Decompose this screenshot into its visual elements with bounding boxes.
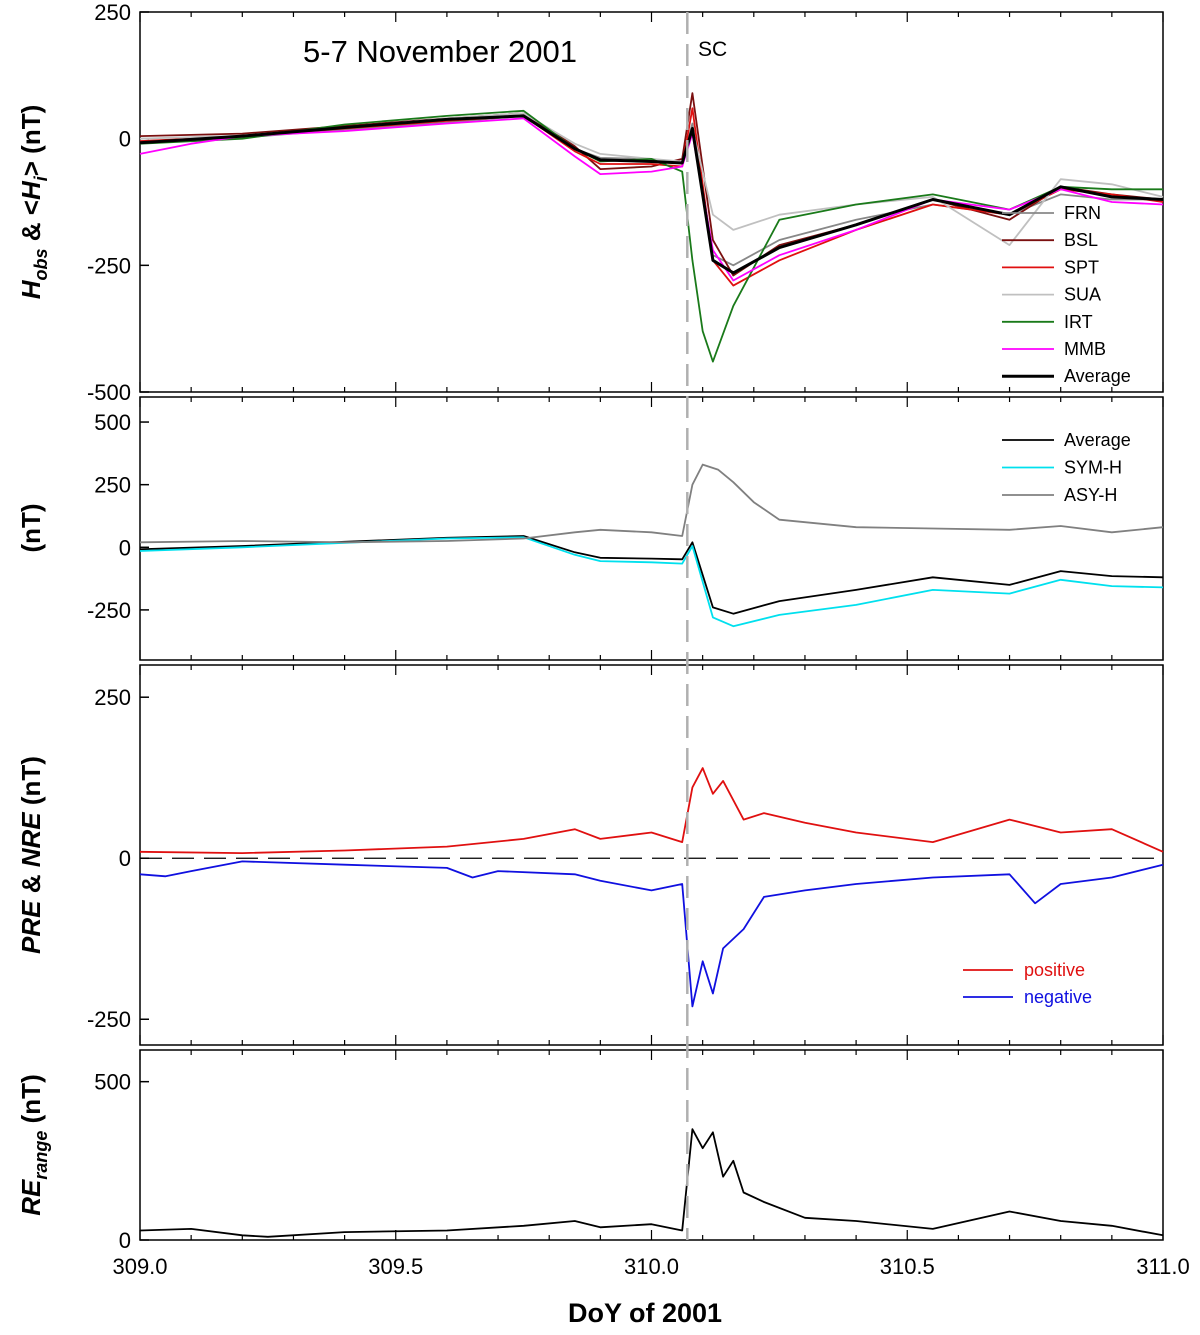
legend-label: ASY-H	[1064, 485, 1117, 505]
y-tick-label: 250	[94, 685, 131, 710]
series-line-bsl	[139, 92, 1164, 277]
y-axis-title-pre-nre: PRE & NRE (nT)	[16, 756, 46, 954]
y-tick-label: 0	[119, 1228, 131, 1253]
y-tick-label: -250	[87, 253, 131, 278]
plot-layer: 250 0 -250 -500 FRN BSL SPT SUA IRT MMB Average 500…	[16, 0, 1190, 1279]
x-axis-label: DoY of 2001	[568, 1298, 722, 1328]
series-line-average	[139, 114, 1164, 275]
legend-label: BSL	[1064, 230, 1098, 250]
x-tick-label: 310.0	[624, 1254, 679, 1279]
y-tick-label: 500	[94, 1070, 131, 1095]
y-axis-title-hobs: Hobs & <Hi> (nT)	[16, 105, 51, 300]
y-axis-title-re-range: RErange (nT)	[16, 1074, 51, 1215]
y-tick-label: 0	[119, 535, 131, 560]
x-tick-label: 310.5	[880, 1254, 935, 1279]
series-line-range	[139, 1128, 1164, 1238]
series-line-mmb	[139, 117, 1164, 282]
legend-label: Average	[1064, 366, 1131, 386]
series-line-average	[139, 535, 1164, 615]
y-tick-label: 0	[119, 846, 131, 871]
x-tick-label: 309.0	[112, 1254, 167, 1279]
y-tick-label: -250	[87, 1007, 131, 1032]
figure-title: 5-7 November 2001	[303, 34, 577, 69]
legend-label: MMB	[1064, 339, 1106, 359]
y-tick-label: 0	[119, 127, 131, 152]
x-tick-label: 309.5	[368, 1254, 423, 1279]
sc-label: SC	[698, 38, 727, 61]
y-tick-label: -500	[87, 380, 131, 405]
y-tick-label: 250	[94, 0, 131, 25]
series-line-irt	[139, 109, 1163, 363]
panel-frame	[139, 11, 1164, 393]
y-axis-title-nt: (nT)	[16, 503, 46, 552]
legend-label: negative	[1024, 987, 1092, 1007]
series-line-sym-h	[139, 536, 1164, 628]
legend-label: FRN	[1064, 203, 1101, 223]
series-line-positive	[139, 767, 1164, 854]
y-tick-label: -250	[87, 598, 131, 623]
series-line-frn	[139, 115, 1163, 267]
series-line-asy-h	[139, 463, 1164, 544]
y-tick-label: 250	[94, 473, 131, 498]
series-line-negative	[139, 860, 1164, 1008]
legend-label: Average	[1064, 430, 1131, 450]
series-line-spt	[139, 107, 1164, 287]
panel-frame	[139, 664, 1164, 1046]
legend-label: positive	[1024, 960, 1085, 980]
legend-label: SUA	[1064, 285, 1101, 305]
legend-label: SPT	[1064, 257, 1099, 277]
x-tick-label: 311.0	[1136, 1254, 1189, 1279]
panel-frame	[139, 396, 1164, 661]
y-tick-label: 500	[94, 410, 131, 435]
legend-label: SYM-H	[1064, 458, 1122, 478]
legend-label: IRT	[1064, 312, 1093, 332]
